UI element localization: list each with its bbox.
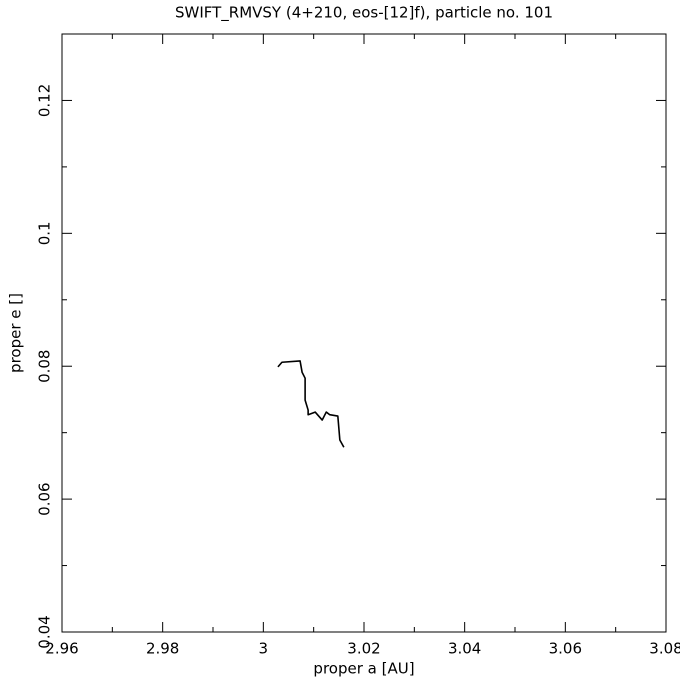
x-tick-label: 2.96 — [45, 640, 78, 658]
x-tick-label: 3.06 — [549, 640, 582, 658]
y-tick-label: 0.04 — [36, 615, 54, 648]
y-tick-label: 0.1 — [36, 221, 54, 245]
y-axis-label: proper e [] — [7, 293, 25, 373]
x-tick-label: 3.04 — [448, 640, 481, 658]
x-tick-label: 2.98 — [146, 640, 179, 658]
x-axis-label: proper a [AU] — [313, 660, 414, 678]
x-tick-label: 3.08 — [649, 640, 680, 658]
x-tick-label: 3 — [259, 640, 269, 658]
y-tick-label: 0.08 — [36, 350, 54, 383]
plot-frame — [61, 33, 667, 633]
y-tick-label: 0.06 — [36, 482, 54, 515]
y-tick-label: 0.12 — [36, 84, 54, 117]
x-tick-label: 3.02 — [347, 640, 380, 658]
data-line — [277, 360, 345, 448]
chart-title: SWIFT_RMVSY (4+210, eos-[12]f), particle… — [175, 4, 553, 23]
